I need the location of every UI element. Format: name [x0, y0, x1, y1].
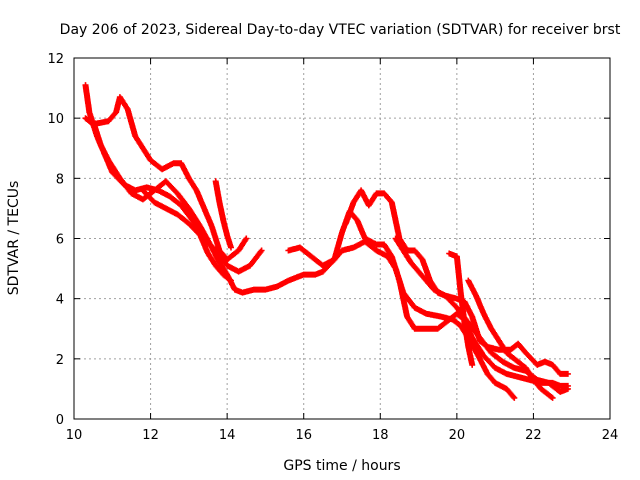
data-point-markers	[285, 208, 571, 389]
y-axis-title: SDTVAR / TECUs	[6, 181, 22, 296]
data-point-markers	[139, 187, 234, 284]
x-axis-title: GPS time / hours	[283, 458, 400, 474]
y-tick-label: 2	[56, 353, 64, 368]
plot-frame	[73, 57, 611, 420]
data-series-sat-c	[90, 118, 518, 401]
data-series-sat-j	[392, 235, 571, 395]
x-tick-label: 16	[295, 428, 312, 443]
data-point-markers	[392, 235, 571, 395]
data-series-sat-e	[212, 178, 234, 251]
y-tick-label: 4	[56, 293, 64, 308]
data-series-sat-d	[139, 187, 234, 284]
y-tick-label: 12	[47, 52, 64, 67]
x-tick-label: 20	[449, 428, 466, 443]
data-series-sat-f	[285, 208, 571, 389]
data-point-markers	[212, 178, 234, 251]
data-layer	[82, 82, 571, 401]
data-series-sat-a	[82, 94, 250, 263]
x-tick-label: 18	[372, 428, 389, 443]
y-tick-label: 0	[56, 413, 64, 428]
x-tick-label: 22	[525, 428, 542, 443]
x-tick-label: 10	[66, 428, 83, 443]
x-tick-label: 24	[602, 428, 619, 443]
y-tick-label: 10	[47, 112, 64, 127]
y-tick-label: 8	[56, 172, 64, 187]
grid-layer	[74, 58, 610, 419]
x-tick-label: 14	[219, 428, 236, 443]
chart-title: Day 206 of 2023, Sidereal Day-to-day VTE…	[60, 22, 621, 38]
x-tick-label: 12	[142, 428, 159, 443]
y-tick-label: 6	[56, 233, 64, 248]
data-point-markers	[90, 118, 518, 401]
data-point-markers	[82, 94, 250, 263]
